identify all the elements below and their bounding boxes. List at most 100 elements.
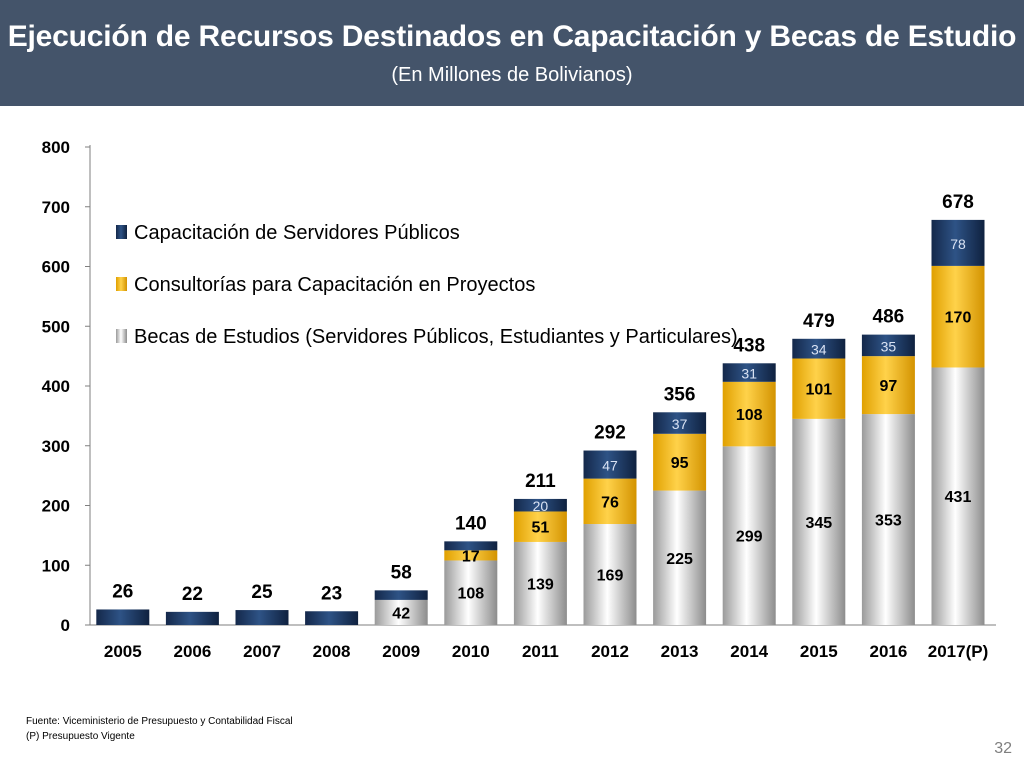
x-tick-label: 2015 [800,642,838,661]
legend-label: Capacitación de Servidores Públicos [134,222,460,244]
y-tick-label: 600 [42,258,70,277]
y-tick-label: 500 [42,317,70,336]
chart-legend: Capacitación de Servidores Públicos Consu… [116,222,738,348]
bar-segment-becas [722,446,776,625]
legend-swatch-consultorias [116,277,127,291]
bar-segment-consultorias [583,478,637,525]
total-label: 438 [733,335,765,356]
data-label-capacitacion: 31 [741,366,757,382]
data-label-becas: 139 [527,576,554,593]
total-label: 211 [525,471,556,492]
data-label-becas: 169 [597,568,624,585]
data-label-consultorias: 170 [945,310,972,327]
x-tick-label: 2005 [104,642,142,661]
x-tick-label: 2006 [173,642,211,661]
bar-segment-capacitacion [861,334,915,357]
bar-segment-becas [513,541,567,625]
x-tick-label: 2017(P) [928,642,988,661]
legend-label: Consultorías para Capacitación en Proyec… [134,274,535,296]
total-label: 58 [391,562,412,583]
bar-segment-capacitacion [165,611,219,625]
x-tick-label: 2009 [382,642,420,661]
data-label-capacitacion: 34 [811,342,827,358]
data-label-capacitacion: 20 [533,498,549,514]
data-label-consultorias: 76 [601,494,619,511]
legend-swatch-becas [116,329,127,343]
data-label-capacitacion: 47 [602,458,618,474]
x-tick-label: 2012 [591,642,629,661]
bar-segment-capacitacion [583,450,637,479]
data-label-consultorias: 108 [736,407,763,424]
data-label-consultorias: 51 [532,520,550,537]
y-tick-label: 0 [61,616,70,635]
chart-bars: 26 2005 22 2006 25 2007 23 2008 42 58 2009 108 17 140… [96,192,988,661]
bar-segment-becas [792,418,846,625]
x-tick-label: 2013 [661,642,699,661]
data-label-becas: 42 [392,605,410,622]
y-tick-label: 200 [42,497,70,516]
total-label: 678 [942,192,974,213]
source-note: Fuente: Viceministerio de Presupuesto y … [26,716,293,727]
data-label-becas: 225 [666,551,693,568]
slide-header: Ejecución de Recursos Destinados en Capa… [0,0,1024,106]
bar-segment-capacitacion [444,541,498,551]
stacked-bar-chart: 0 100 200 300 400 500 600 700 800 26 2005 22 2006 25… [42,138,996,661]
slide-title: Ejecución de Recursos Destinados en Capa… [7,20,1017,53]
bar-segment-becas [444,560,498,625]
total-label: 22 [182,584,203,605]
bar-segment-consultorias [444,550,498,561]
bar-segment-capacitacion [722,363,776,382]
total-label: 486 [873,307,905,328]
total-label: 25 [251,582,273,603]
total-label: 356 [664,384,696,405]
x-tick-label: 2010 [452,642,490,661]
y-tick-label: 300 [42,437,70,456]
bar-segment-consultorias [931,265,985,368]
data-label-becas: 431 [945,489,972,506]
x-tick-label: 2014 [730,642,768,661]
y-tick-label: 700 [42,198,70,217]
bar-segment-consultorias [861,356,915,415]
bar-segment-capacitacion [96,609,150,625]
y-tick-label: 100 [42,556,70,575]
bar-segment-capacitacion [931,219,985,266]
bar-segment-becas [861,414,915,625]
bar-segment-capacitacion [374,590,428,600]
bar-segment-capacitacion [513,498,567,512]
bar-segment-capacitacion [305,611,359,625]
y-tick-label: 800 [42,138,70,157]
budget-note: (P) Presupuesto Vigente [26,731,135,742]
data-label-becas: 353 [875,513,902,530]
bar-segment-becas [374,599,428,625]
x-tick-label: 2007 [243,642,281,661]
data-label-consultorias: 101 [805,382,832,399]
bar-segment-capacitacion [235,610,289,625]
x-tick-label: 2011 [522,642,559,661]
total-label: 479 [803,311,835,332]
bar-segment-becas [931,367,985,625]
total-label: 140 [455,513,487,534]
data-label-capacitacion: 78 [950,236,966,252]
x-tick-label: 2016 [869,642,907,661]
page-number: 32 [994,740,1012,757]
slide-subtitle: (En Millones de Bolivianos) [391,64,633,86]
bar-segment-becas [653,490,707,625]
bar-segment-consultorias [792,358,846,419]
bar-segment-consultorias [653,433,707,491]
bar-segment-becas [583,524,637,625]
total-label: 26 [112,581,133,602]
data-label-consultorias: 95 [671,455,689,472]
bar-segment-capacitacion [653,412,707,434]
bar-segment-consultorias [722,381,776,447]
data-label-capacitacion: 35 [881,338,897,354]
total-label: 292 [594,423,626,444]
x-tick-label: 2008 [313,642,351,661]
data-label-becas: 108 [457,586,484,603]
data-label-consultorias: 97 [880,378,898,395]
legend-label: Becas de Estudios (Servidores Públicos, … [134,326,738,348]
bar-segment-capacitacion [792,338,846,359]
data-label-consultorias: 17 [462,548,480,565]
legend-swatch-capacitacion [116,225,127,239]
y-tick-label: 400 [42,377,70,396]
data-label-becas: 299 [736,529,763,546]
